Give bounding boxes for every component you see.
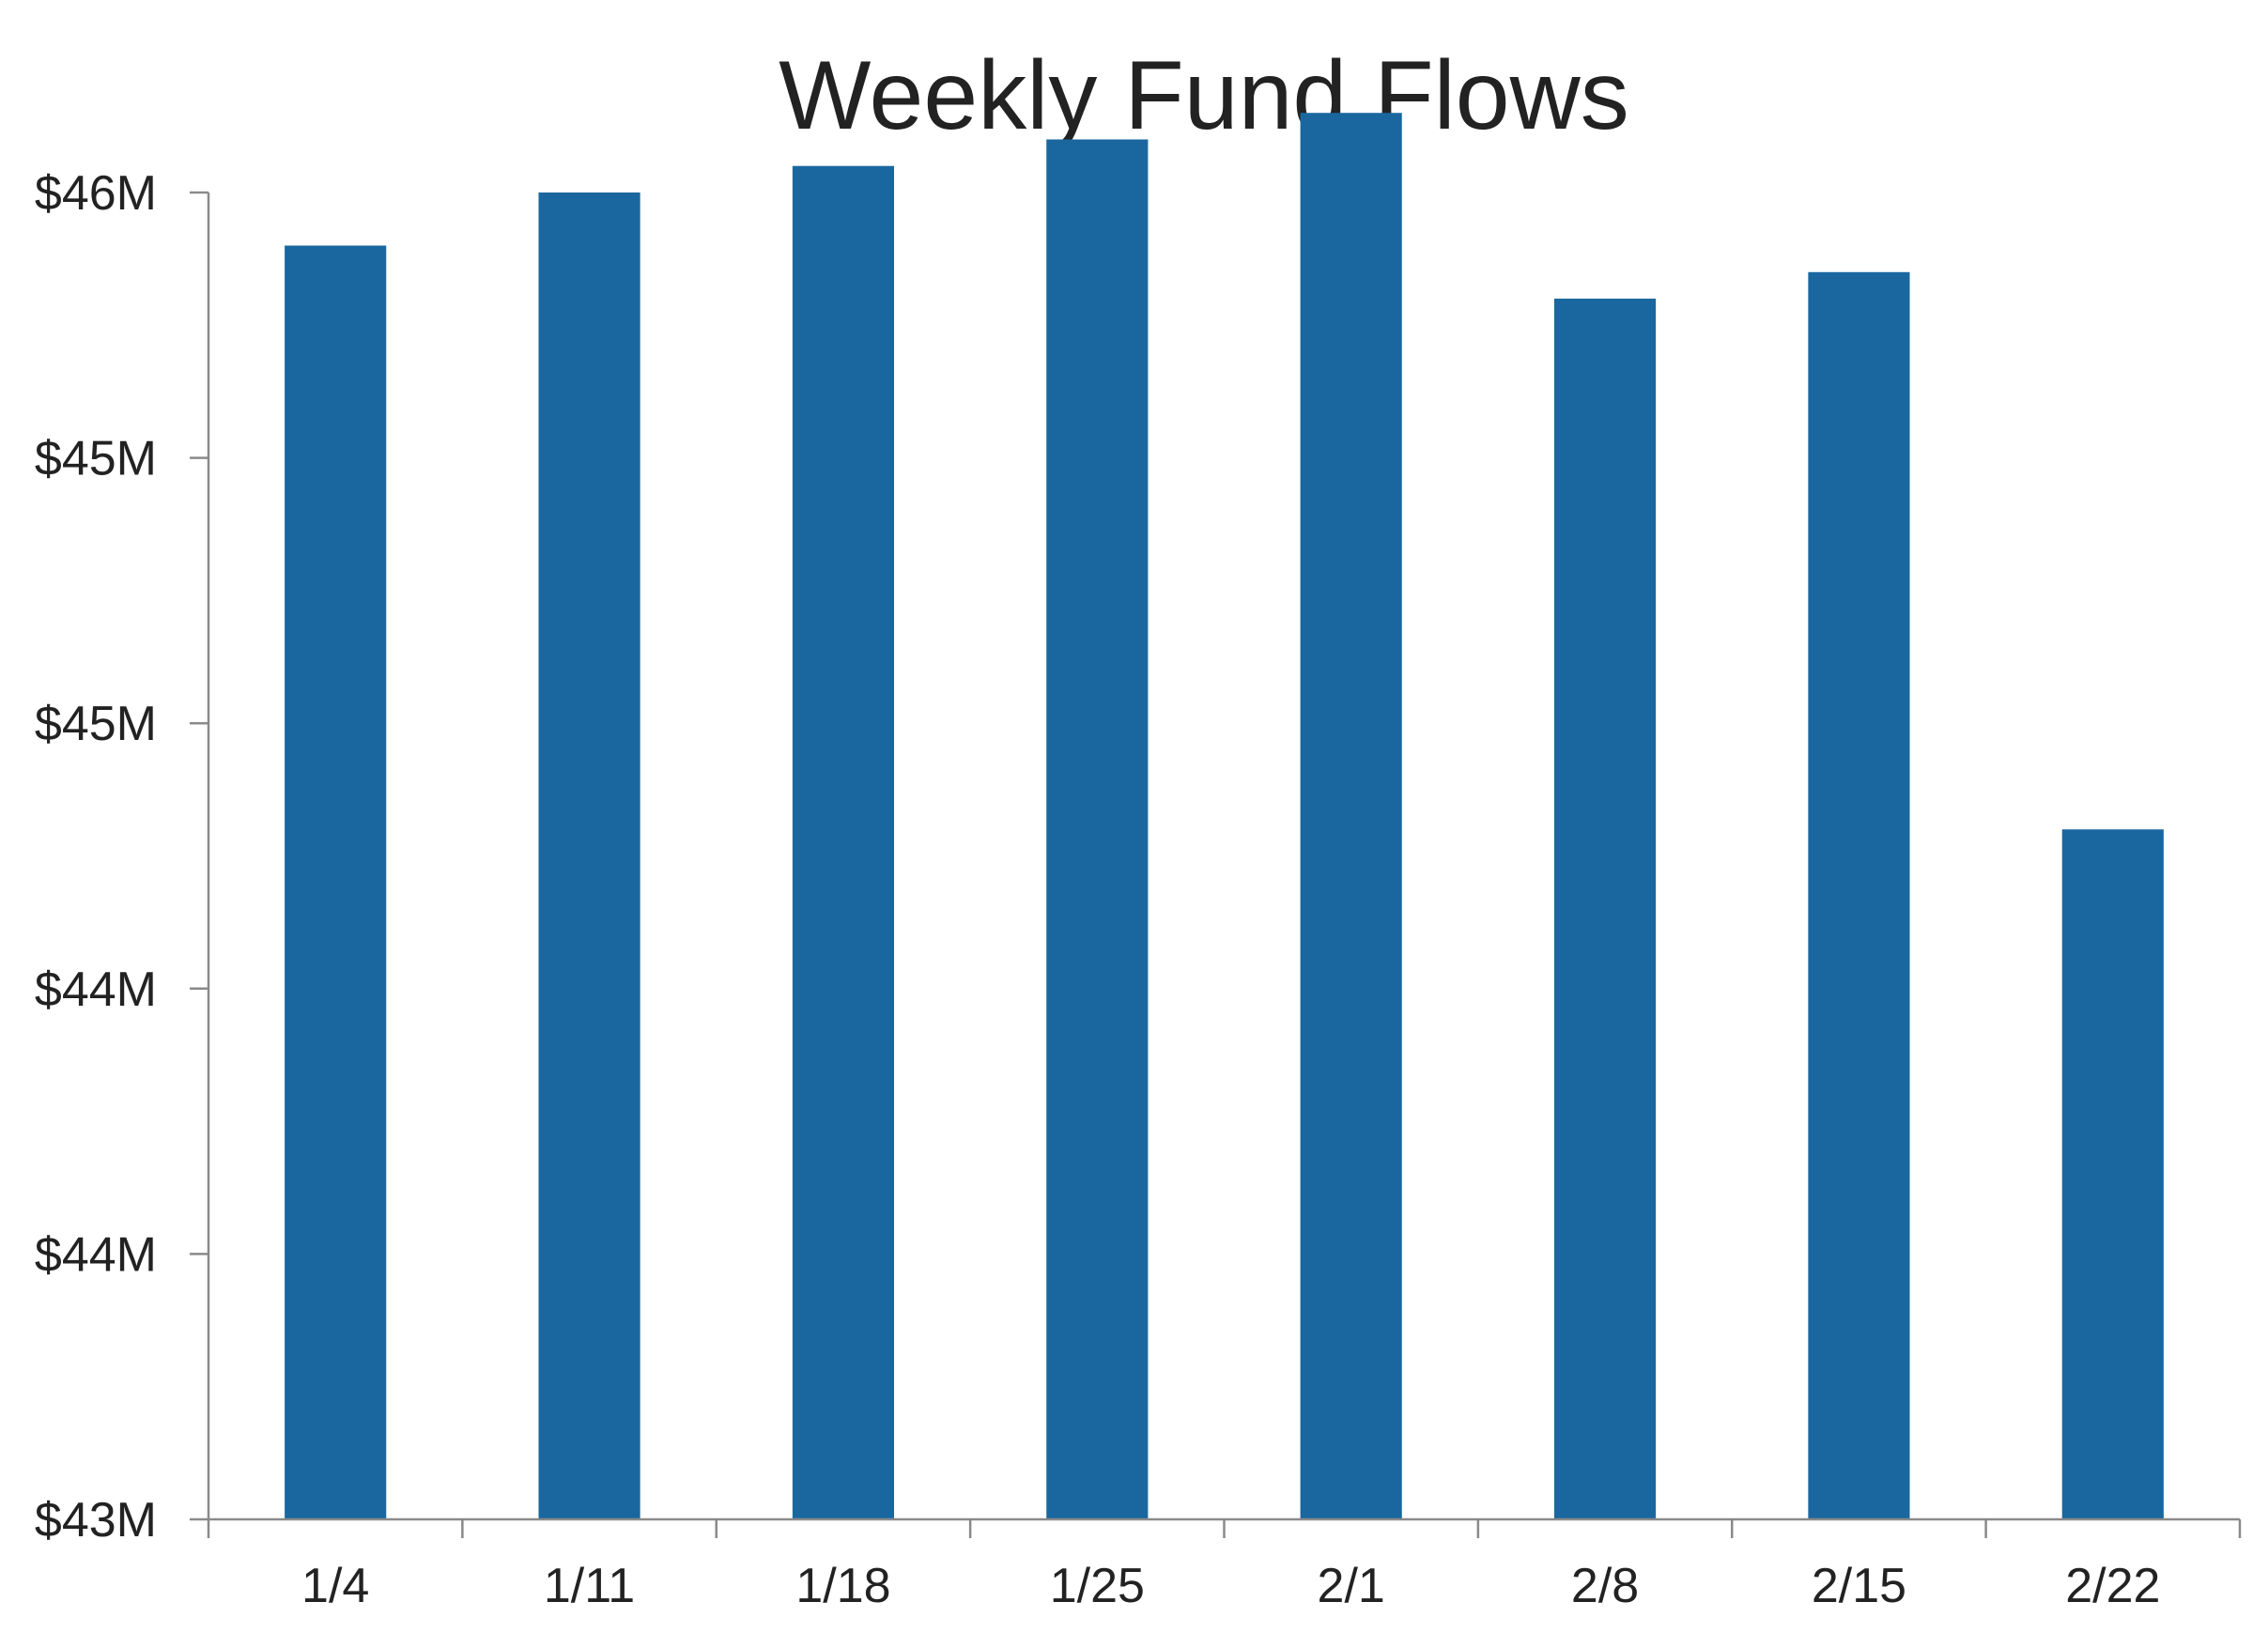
bar — [538, 193, 640, 1519]
x-tick-label: 2/22 — [2065, 1559, 2160, 1613]
bar — [1046, 139, 1149, 1520]
y-tick-label: $45M — [35, 697, 157, 751]
bar — [792, 165, 895, 1520]
bar — [2061, 829, 2164, 1519]
y-tick-label: $43M — [35, 1493, 157, 1548]
x-tick-label: 2/15 — [1812, 1559, 1906, 1613]
x-tick-label: 1/18 — [795, 1559, 890, 1613]
y-tick-label: $46M — [35, 166, 157, 221]
bar — [1553, 299, 1657, 1519]
y-tick-label: $45M — [35, 432, 157, 486]
x-tick-label: 1/4 — [301, 1559, 369, 1613]
x-axis: 1/4 1/11 1/18 1/25 2/1 2/8 2/15 2/22 — [207, 1517, 2242, 1613]
y-tick-label: $44M — [35, 963, 157, 1017]
y-axis: $43M $44M $44M $45M $45M $46M — [35, 166, 210, 1548]
chart-title: Weekly Fund Flows — [779, 41, 1628, 150]
x-tick-label: 2/1 — [1318, 1559, 1385, 1613]
x-tick-label: 2/8 — [1571, 1559, 1639, 1613]
bars-group — [285, 113, 2164, 1520]
bar — [1808, 271, 1910, 1519]
bar — [285, 245, 387, 1519]
x-tick-label: 1/25 — [1050, 1559, 1145, 1613]
bar — [1300, 113, 1402, 1520]
x-tick-label: 1/11 — [544, 1559, 635, 1613]
y-tick-label: $44M — [35, 1227, 157, 1282]
